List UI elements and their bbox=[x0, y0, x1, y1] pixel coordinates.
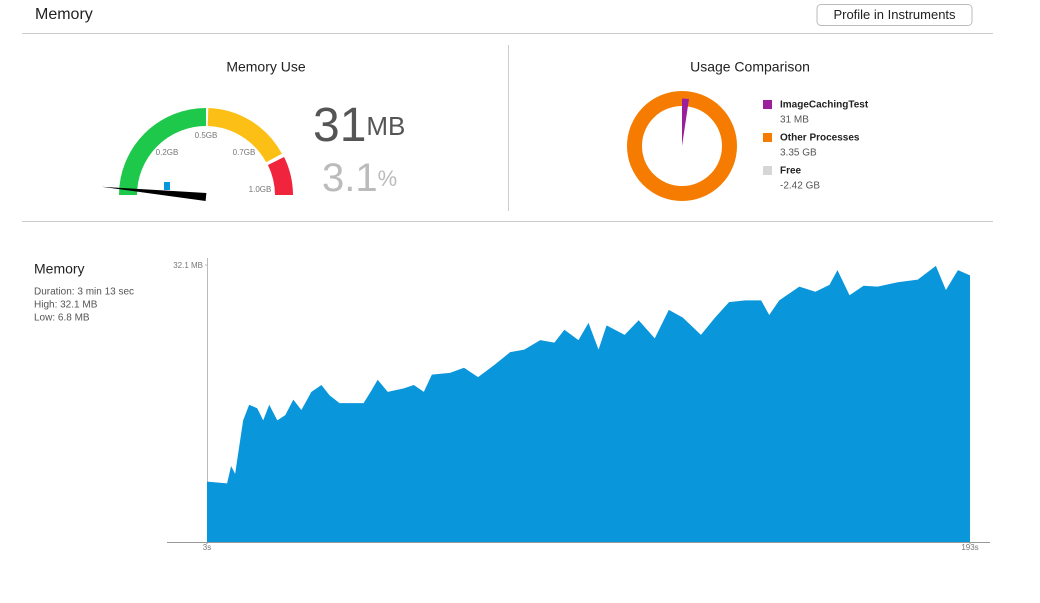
used-value: 31 bbox=[313, 99, 366, 152]
gauge-red bbox=[267, 157, 293, 196]
legend: ImageCachingTest 31 MB Other Processes 3.35… bbox=[763, 100, 869, 192]
gauge-title: Memory Use bbox=[226, 59, 306, 75]
gauge-tick: 0.2GB bbox=[156, 148, 179, 157]
legend-value: -2.42 GB bbox=[780, 181, 820, 192]
legend-name: ImageCachingTest bbox=[780, 100, 869, 111]
chart-title: Memory bbox=[34, 261, 85, 277]
x-tick-label: 193s bbox=[961, 543, 978, 552]
y-tick-label: 32.1 MB bbox=[173, 261, 203, 270]
gauge-needle bbox=[101, 186, 207, 201]
gauge-yellow bbox=[207, 108, 282, 163]
comparison-title: Usage Comparison bbox=[690, 59, 810, 75]
donut-app bbox=[682, 98, 689, 146]
gauge-tick: 0.5GB bbox=[195, 131, 218, 140]
header-title: Memory bbox=[35, 6, 93, 23]
legend-swatch bbox=[763, 133, 772, 142]
percent-value: 3.1 bbox=[322, 156, 378, 200]
percent-unit: % bbox=[378, 166, 398, 191]
memory-area bbox=[207, 265, 970, 542]
profile-button[interactable] bbox=[816, 4, 973, 26]
gauge-green bbox=[119, 108, 207, 196]
detail: Low: 6.8 MB bbox=[34, 313, 90, 324]
legend-swatch bbox=[763, 166, 772, 175]
legend-name: Free bbox=[780, 166, 802, 177]
x-tick-label: 3s bbox=[203, 543, 211, 552]
profile-button-label[interactable]: Profile in Instruments bbox=[833, 7, 956, 22]
gauge-marker bbox=[164, 182, 170, 190]
legend-value: 31 MB bbox=[780, 115, 809, 126]
used-unit: MB bbox=[366, 111, 405, 141]
gauge-tick: 0.7GB bbox=[233, 148, 256, 157]
percent-readout: 3.1% bbox=[322, 156, 397, 200]
gauge-tick: 1.0GB bbox=[249, 185, 272, 194]
legend-name: Other Processes bbox=[780, 133, 860, 144]
detail: Duration: 3 min 13 sec bbox=[34, 287, 134, 298]
legend-swatch bbox=[763, 100, 772, 109]
detail: High: 32.1 MB bbox=[34, 300, 98, 311]
legend-value: 3.35 GB bbox=[780, 148, 817, 159]
used-readout: 31MB bbox=[313, 99, 405, 152]
